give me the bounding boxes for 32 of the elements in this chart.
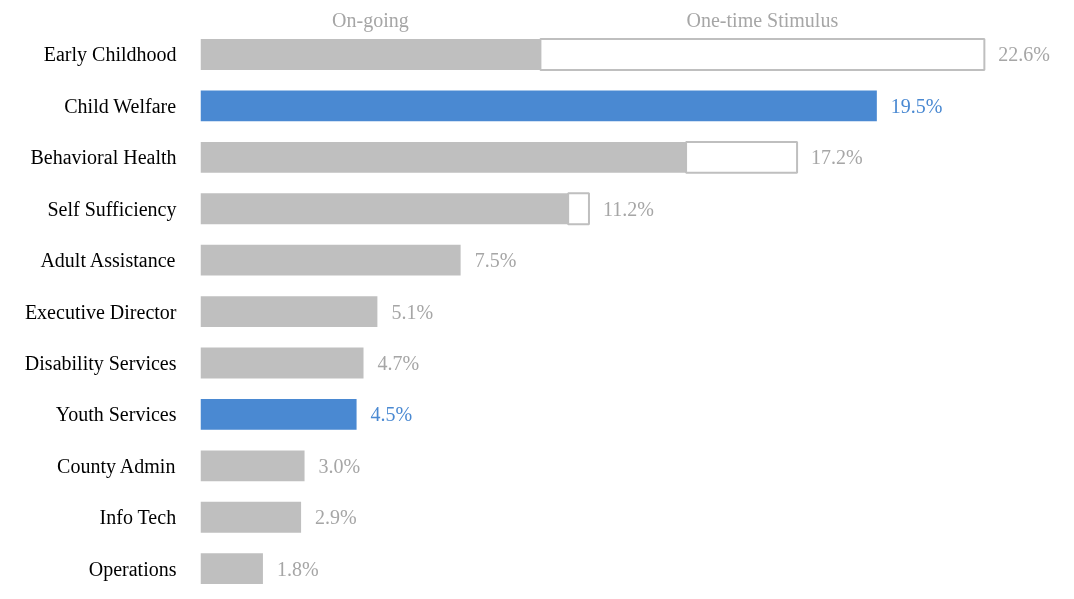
total-label: 22.6%: [998, 43, 1051, 66]
series-label: On-going: [332, 9, 409, 33]
data-label: 1.8%: [276, 557, 319, 580]
y-tick-label: Youth Services: [55, 403, 177, 426]
y-tick-label: County Admin: [57, 454, 176, 478]
y-tick-label: Behavioral Health: [30, 146, 177, 169]
data-label: 19.5%: [890, 94, 943, 117]
total-label: 11.2%: [602, 197, 654, 220]
y-tick-label: Early Childhood: [43, 43, 177, 67]
series-label: One-time Stimulus: [686, 9, 839, 32]
bar: [200, 347, 364, 379]
data-label: 2.9%: [315, 506, 357, 529]
y-tick-label: Operations: [88, 557, 177, 581]
total-label: 17.2%: [811, 146, 863, 169]
bar: [200, 244, 461, 276]
data-label: 5.1%: [391, 300, 434, 323]
y-tick-label: Info Tech: [99, 506, 177, 529]
data-label: 4.7%: [377, 351, 420, 374]
data-label: 4.5%: [370, 403, 413, 426]
bar: [200, 398, 357, 430]
y-tick-label: Adult Assistance: [40, 249, 176, 272]
y-tick-label: Child Welfare: [64, 94, 177, 117]
bar: [200, 296, 378, 327]
bar: [200, 553, 263, 585]
y-tick-label: Self Sufficiency: [47, 197, 177, 221]
data-label: 7.5%: [474, 249, 517, 272]
bar: [200, 450, 305, 482]
y-tick-label: Executive Director: [24, 300, 177, 323]
bar: [200, 501, 302, 533]
bar: [200, 90, 877, 122]
y-tick-label: Disability Services: [24, 351, 177, 375]
data-label: 3.0%: [318, 454, 361, 477]
